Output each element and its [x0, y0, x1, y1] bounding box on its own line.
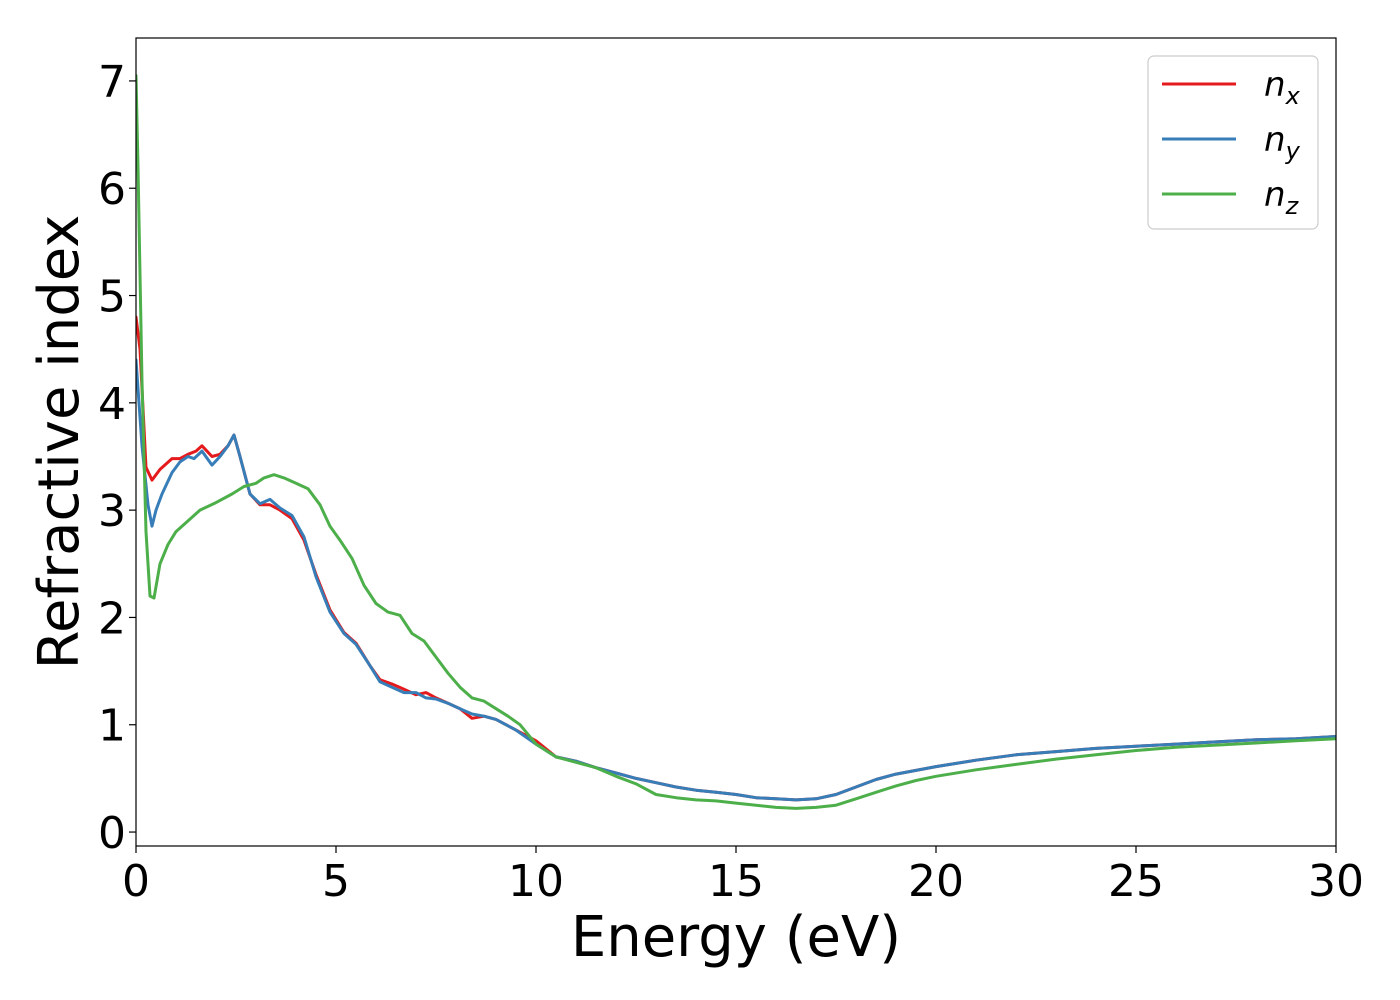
- y-tick-label: 3: [98, 486, 126, 537]
- y-tick-label: 7: [98, 57, 126, 108]
- y-tick-label: 6: [98, 164, 126, 215]
- x-tick-label: 30: [1308, 856, 1364, 907]
- x-tick-label: 5: [322, 856, 350, 907]
- y-tick-label: 0: [98, 808, 126, 859]
- y-axis-ticks: 0 1 2 3 4 5 6 7: [98, 57, 136, 859]
- x-axis-ticks: 0 5 10 15 20 25 30: [122, 846, 1364, 907]
- y-axis-title: Refractive index: [27, 215, 92, 670]
- x-axis-title: Energy (eV): [571, 905, 901, 970]
- y-tick-label: 1: [98, 701, 126, 752]
- series-line-ny: [136, 358, 1336, 802]
- y-tick-label: 4: [98, 379, 126, 430]
- x-tick-label: 25: [1108, 856, 1164, 907]
- series-layer: [136, 74, 1336, 810]
- y-tick-label: 2: [98, 593, 126, 644]
- y-tick-label: 5: [98, 272, 126, 323]
- x-tick-label: 20: [908, 856, 964, 907]
- x-tick-label: 15: [708, 856, 764, 907]
- x-tick-label: 0: [122, 856, 150, 907]
- series-line-nz: [136, 74, 1336, 810]
- legend-box: [1147, 55, 1319, 230]
- x-tick-label: 10: [508, 856, 564, 907]
